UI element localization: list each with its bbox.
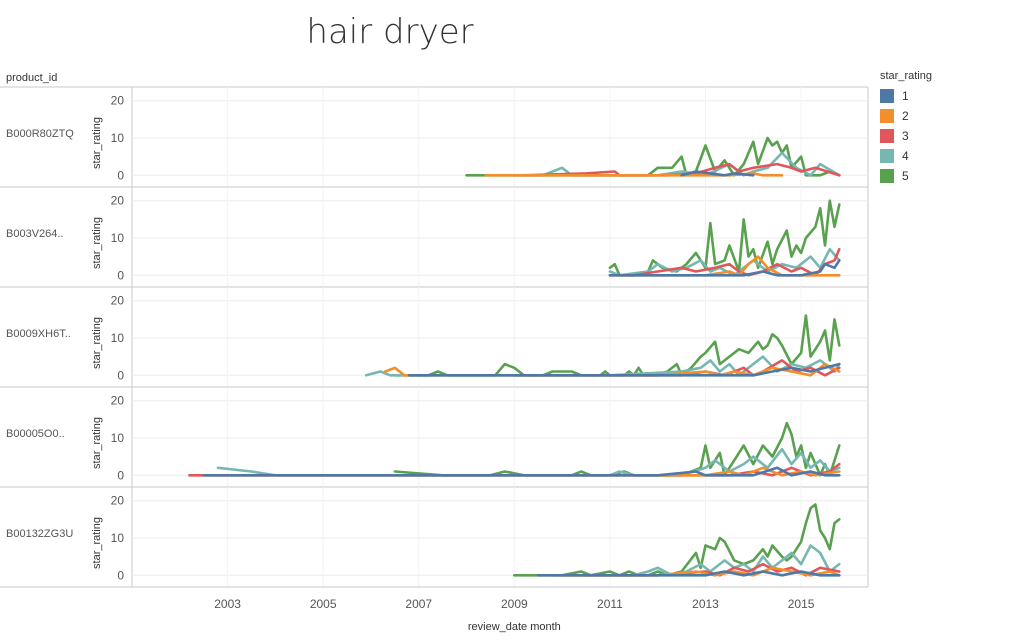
row-header-title: product_id [6,72,58,84]
legend-label-3: 3 [902,129,909,143]
panel-B003V264..: B003V264.. star_rating 0 10 20 [0,187,868,288]
panel-B0009XH6T..: B0009XH6T.. star_rating 0 10 20 [0,287,868,388]
y-tick-label: 20 [111,94,125,108]
legend-swatch-1 [880,89,894,103]
y-axis-title: star_rating [91,317,103,369]
legend: star_rating 1 2 3 4 5 [880,70,932,186]
panel-B00132ZG3U: B00132ZG3U star_rating 0 10 20 [0,487,868,588]
panel-B00005O0..: B00005O0.. star_rating 0 10 20 [0,387,868,488]
y-axis-title: star_rating [91,217,103,269]
y-tick-label: 20 [111,394,125,408]
y-tick-label: 10 [111,531,125,545]
legend-label-1: 1 [902,89,909,103]
legend-label-5: 5 [902,169,909,183]
legend-item-3[interactable]: 3 [880,126,932,146]
x-tick-label: 2009 [501,597,528,611]
y-axis-title: star_rating [91,517,103,569]
panel-B000R80ZTQ: B000R80ZTQ star_rating 0 10 20 [0,87,868,188]
series-line-5 [393,421,841,477]
y-tick-label: 20 [111,194,125,208]
x-tick-label: 2003 [214,597,241,611]
legend-swatch-3 [880,129,894,143]
series-line-1 [202,466,841,477]
series-line-1 [536,570,841,577]
legend-item-2[interactable]: 2 [880,106,932,126]
row-label: B00132ZG3U [6,528,73,540]
legend-item-1[interactable]: 1 [880,86,932,106]
y-tick-label: 0 [117,568,124,582]
x-axis-title: review_date month [468,621,561,633]
legend-label-2: 2 [902,109,909,123]
y-axis-title: star_rating [91,117,103,169]
y-tick-label: 10 [111,131,125,145]
row-label: B00005O0.. [6,428,65,440]
series-line-5 [513,503,841,577]
series-line-2 [484,172,784,177]
x-tick-label: 2015 [788,597,815,611]
series-line-1 [407,362,841,377]
y-tick-label: 0 [117,368,124,382]
legend-swatch-5 [880,169,894,183]
series-line-3 [522,162,841,177]
series-line-4 [584,544,841,577]
y-tick-label: 0 [117,268,124,282]
x-tick-label: 2005 [310,597,337,611]
y-axis-title: star_rating [91,417,103,469]
y-tick-label: 20 [111,494,125,508]
legend-item-5[interactable]: 5 [880,166,932,186]
series-line-5 [465,136,841,177]
y-tick-label: 10 [111,231,125,245]
legend-label-4: 4 [902,149,909,163]
x-tick-label: 2011 [597,597,623,611]
legend-item-4[interactable]: 4 [880,146,932,166]
row-label: B000R80ZTQ [6,128,74,140]
y-tick-label: 10 [111,431,125,445]
y-tick-label: 20 [111,294,125,308]
y-tick-label: 0 [117,168,124,182]
x-tick-label: 2007 [405,597,432,611]
row-label: B003V264.. [6,228,64,240]
row-label: B0009XH6T.. [6,328,71,340]
legend-swatch-2 [880,109,894,123]
legend-title: star_rating [880,70,932,82]
chart-title: hair dryer [306,12,474,52]
y-tick-label: 10 [111,331,125,345]
series-line-1 [680,170,755,177]
y-tick-label: 0 [117,468,124,482]
legend-swatch-4 [880,149,894,163]
series-line-1 [608,259,841,277]
x-tick-label: 2013 [692,597,719,611]
